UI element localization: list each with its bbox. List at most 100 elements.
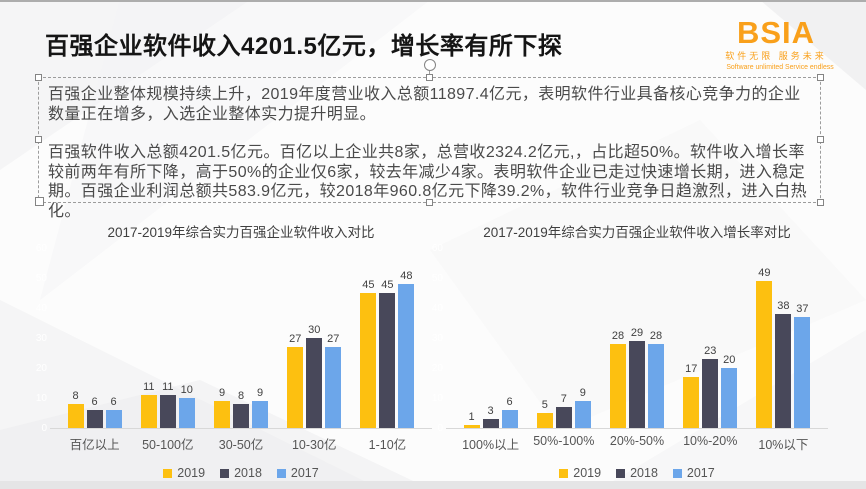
- bar-segment-2019: [683, 377, 700, 428]
- logo-tagline-cn: 软件无限 服务未来: [725, 51, 827, 61]
- bar: 49: [756, 267, 773, 428]
- selection-handle-n[interactable]: [425, 74, 433, 81]
- category-label: 10%-20%: [683, 434, 738, 448]
- selection-handle-sw[interactable]: [35, 197, 44, 206]
- bar-segment-2018: [379, 293, 396, 428]
- bar-segment-2019: [67, 404, 84, 428]
- legend-item[interactable]: 2019: [559, 466, 601, 480]
- bar-value-label: 9: [218, 387, 226, 399]
- y-tick-label: 50: [431, 273, 443, 284]
- logo-wordmark: BSIA: [736, 15, 816, 50]
- bar-value-label: 28: [611, 330, 625, 342]
- category-label: 10-30亿: [291, 438, 337, 452]
- legend-swatch: [163, 468, 173, 478]
- bar-segment-2019: [287, 347, 304, 428]
- bar-group: 11 11 10: [131, 382, 204, 428]
- bar-group: 27 30 27: [278, 325, 351, 428]
- revenue-chart[interactable]: 2017-2019年综合实力百强企业软件收入对比 8 6 6 11 11 10 9 8 9 27 3…: [36, 221, 432, 480]
- bar-value-label: 9: [579, 387, 586, 399]
- selection-handle-ne[interactable]: [817, 74, 824, 81]
- rotation-handle[interactable]: [423, 59, 436, 71]
- bar-segment-2017: [794, 317, 811, 428]
- bar-segment-2019: [360, 293, 377, 428]
- legend-item[interactable]: 2018: [616, 466, 658, 480]
- category-label: 10%以下: [758, 438, 809, 452]
- y-tick-label: 10: [35, 393, 47, 404]
- y-tick-label: 50: [35, 273, 47, 284]
- y-tick-label: 0: [41, 423, 47, 434]
- legend-swatch: [616, 468, 626, 478]
- bar: 6: [501, 397, 518, 428]
- bar-segment-2018: [702, 359, 719, 428]
- y-tick-label: 60: [35, 243, 47, 254]
- bar: 9: [252, 388, 268, 428]
- window-top-edge: [0, 0, 866, 2]
- bar: 28: [610, 331, 626, 428]
- y-tick-label: 20: [431, 363, 443, 374]
- legend-label: 2017: [290, 466, 319, 480]
- bar-segment-2017: [501, 410, 518, 428]
- legend-item[interactable]: 2017: [672, 466, 715, 480]
- chart-legend: 2019 2018 2017: [446, 466, 828, 480]
- category-label: 20%-50%: [609, 434, 665, 448]
- legend-item[interactable]: 2019: [163, 466, 205, 480]
- bar-segment-2018: [629, 341, 645, 428]
- bar-value-label: 20: [723, 354, 736, 366]
- selection-handle-e[interactable]: [817, 136, 824, 143]
- bar-value-label: 49: [758, 267, 771, 279]
- body-textbox[interactable]: 百强企业整体规模持续上升，2019年度营业收入总额11897.4亿元，表明软件行…: [35, 59, 824, 220]
- bar-value-label: 6: [110, 396, 117, 408]
- bar-segment-2018: [482, 419, 499, 428]
- bar-segment-2019: [610, 344, 626, 428]
- bar-segment-2018: [306, 338, 323, 428]
- category-label: 50-100亿: [142, 438, 194, 452]
- growth-rate-chart[interactable]: 2017-2019年综合实力百强企业软件收入增长率对比 1 3 6 5 7 9 28 29 28…: [432, 221, 828, 480]
- selection-handle-w[interactable]: [35, 136, 42, 143]
- bar-value-label: 8: [72, 390, 79, 402]
- bar-segment-2019: [536, 413, 553, 428]
- legend-item[interactable]: 2017: [276, 466, 319, 480]
- plot-area: 8 6 6 11 11 10 9 8 9 27 30 27 45 45 48 0 10 20 30 40 50 60: [36, 244, 432, 434]
- bsia-logo[interactable]: BSIA 软件无限 服务未来 Software unlimited Servic…: [722, 15, 834, 71]
- bar: 1: [463, 412, 480, 428]
- bar: 23: [702, 345, 719, 428]
- bar-group: 49 38 37: [747, 268, 820, 428]
- y-tick-label: 20: [35, 363, 47, 374]
- y-tick-label: 30: [431, 333, 443, 344]
- bar: 37: [794, 304, 811, 428]
- bar-segment-2018: [159, 395, 176, 428]
- bar: 27: [287, 334, 304, 428]
- bar-segment-2018: [233, 404, 249, 428]
- bar: 7: [555, 394, 572, 428]
- legend-swatch: [276, 468, 286, 478]
- bar-value-label: 29: [630, 327, 644, 339]
- bar-value-label: 27: [327, 333, 340, 345]
- bar: 5: [536, 400, 553, 428]
- bar-value-label: 3: [487, 405, 494, 417]
- logo-tagline-en: Software unlimited Service endless: [726, 62, 834, 71]
- legend-label: 2019: [573, 466, 602, 480]
- bar: 10: [178, 385, 195, 428]
- bar-segment-2017: [105, 410, 122, 428]
- bar: 6: [86, 397, 103, 428]
- selection-handle-s[interactable]: [425, 199, 433, 206]
- bar-segment-2017: [648, 344, 664, 428]
- bar: 20: [721, 354, 738, 428]
- app-background-strip: [0, 481, 866, 489]
- bar: 11: [140, 382, 157, 428]
- bar-value-label: 38: [777, 300, 790, 312]
- selection-handle-nw[interactable]: [35, 74, 42, 81]
- selection-handle-se[interactable]: [817, 199, 824, 206]
- bar: 17: [683, 364, 700, 428]
- bar-segment-2019: [140, 395, 157, 428]
- slide-title[interactable]: 百强企业软件收入4201.5亿元，增长率有所下探: [45, 33, 563, 60]
- y-tick-label: 30: [35, 333, 47, 344]
- bar-value-label: 45: [381, 279, 394, 291]
- bar-group: 17 23 20: [674, 346, 747, 428]
- bar-value-label: 23: [704, 345, 717, 357]
- legend-item[interactable]: 2018: [220, 466, 262, 480]
